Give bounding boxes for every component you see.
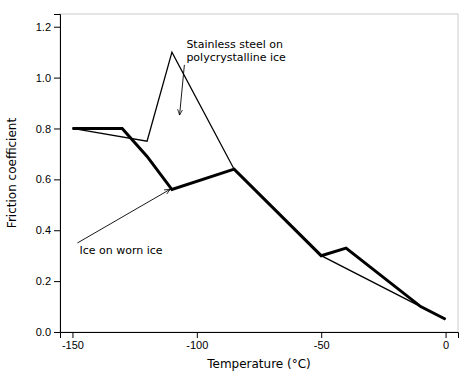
annotation-arrow bbox=[77, 189, 170, 243]
tick-label: 1.0 bbox=[36, 72, 51, 84]
tick-label: -100 bbox=[186, 339, 208, 351]
tick-mark bbox=[321, 332, 322, 338]
x-axis-title: Temperature (°C) bbox=[206, 357, 311, 371]
tick: 1.0 bbox=[36, 72, 60, 84]
tick: 0.4 bbox=[36, 224, 60, 236]
tick-mark bbox=[446, 332, 447, 338]
y-axis-title: Friction coefficient bbox=[5, 118, 19, 229]
y-axis: 0.0 0.2 0.4 0.6 0.8 1.0 1.2 bbox=[36, 15, 61, 339]
tick-mark bbox=[54, 179, 60, 180]
tick-label: 0.6 bbox=[36, 173, 51, 185]
tick-mark bbox=[197, 332, 198, 338]
axis-line bbox=[61, 333, 459, 339]
annotation-arrow bbox=[180, 65, 185, 115]
tick: -100 bbox=[186, 332, 208, 351]
tick: 0.2 bbox=[36, 275, 60, 287]
tick-label: 0.8 bbox=[36, 123, 51, 135]
tick: -50 bbox=[314, 332, 330, 351]
tick-label: 0.2 bbox=[36, 275, 51, 287]
tick-label: 0.4 bbox=[36, 224, 51, 236]
tick: 0.0 bbox=[36, 326, 60, 338]
plot-frame bbox=[60, 14, 458, 332]
tick-mark bbox=[72, 332, 73, 338]
annotation: Ice on worn ice bbox=[79, 244, 162, 257]
tick-mark bbox=[54, 332, 60, 333]
plot: -150 -100 -50 0 0.0 0.2 0.4 0.6 0.8 1.0 1.2 Stainle… bbox=[36, 14, 459, 351]
annotation: Stainless steel onpolycrystalline ice bbox=[186, 38, 286, 64]
tick: 0.8 bbox=[36, 123, 60, 135]
chart: -150 -100 -50 0 0.0 0.2 0.4 0.6 0.8 1.0 1.2 Stainle… bbox=[0, 0, 474, 378]
tick-label: 0 bbox=[443, 339, 449, 351]
tick-mark bbox=[54, 281, 60, 282]
tick: 0 bbox=[443, 332, 449, 351]
tick-mark bbox=[54, 78, 60, 79]
tick-mark bbox=[54, 230, 60, 231]
tick: 1.2 bbox=[36, 21, 60, 33]
tick: -150 bbox=[62, 332, 84, 351]
lines bbox=[72, 52, 445, 319]
line bbox=[72, 52, 445, 319]
annotation-line: polycrystalline ice bbox=[186, 51, 286, 64]
annotation-line: Ice on worn ice bbox=[79, 244, 162, 257]
tick-mark bbox=[54, 128, 60, 129]
annotation-line: Stainless steel on bbox=[186, 38, 283, 51]
line bbox=[72, 128, 445, 319]
tick-label: -50 bbox=[314, 339, 330, 351]
tick-label: 1.2 bbox=[36, 21, 51, 33]
tick-mark bbox=[54, 27, 60, 28]
tick-label: 0.0 bbox=[36, 326, 51, 338]
x-axis: -150 -100 -50 0 bbox=[61, 332, 459, 351]
tick: 0.6 bbox=[36, 173, 60, 185]
tick-label: -150 bbox=[62, 339, 84, 351]
axis-line bbox=[54, 15, 61, 333]
